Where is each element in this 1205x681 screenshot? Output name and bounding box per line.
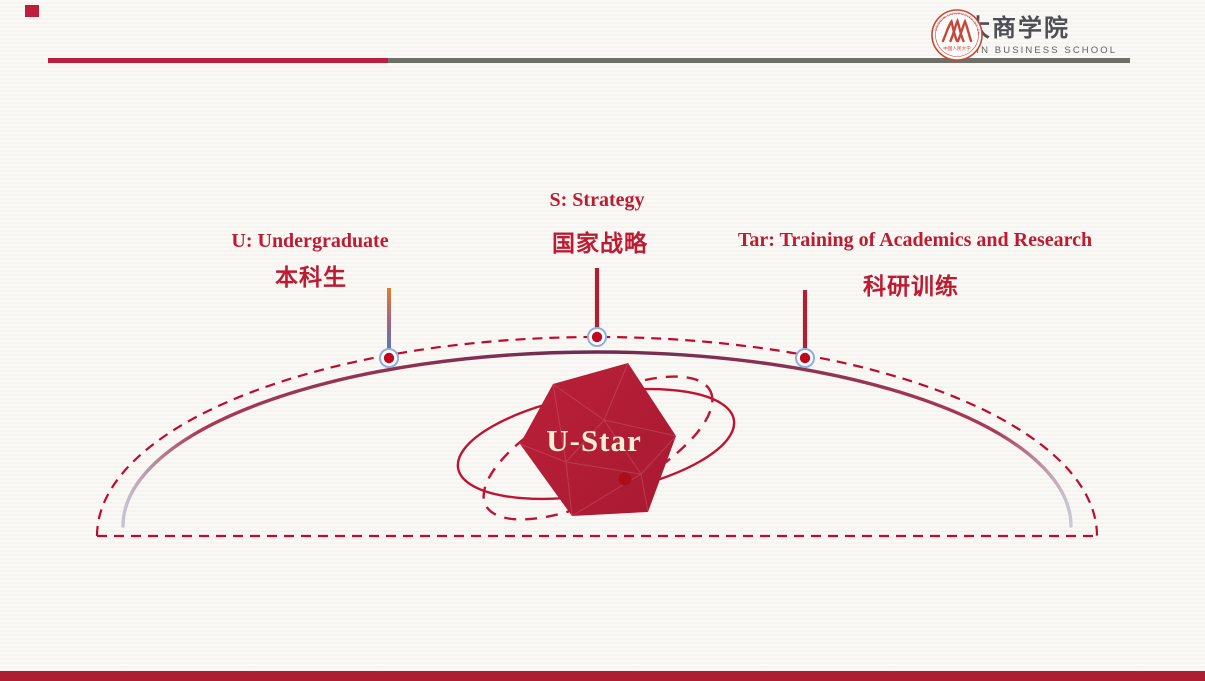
- label-strategy-zh: 国家战略: [552, 230, 648, 256]
- label-strategy-en: S: Strategy: [549, 189, 645, 211]
- label-tar-zh: 科研训练: [863, 273, 959, 299]
- accent-square: [25, 5, 39, 17]
- callout-marker-strategy: [587, 327, 607, 347]
- logo-name-en: RENMIN BUSINESS SCHOOL: [940, 45, 1118, 56]
- bottom-bar: [0, 671, 1205, 681]
- electron-dot: [618, 472, 632, 486]
- seal-caption: 中国人民大学: [943, 45, 971, 52]
- divider-gray-segment: [388, 58, 1130, 63]
- label-undergraduate-en: U: Undergraduate: [231, 230, 389, 252]
- solid-arc: [121, 350, 1073, 528]
- divider-red-segment: [48, 58, 388, 63]
- label-undergraduate-zh: 本科生: [275, 264, 347, 290]
- callout-marker-tar: [795, 348, 815, 368]
- label-tar-en: Tar: Training of Academics and Research: [737, 229, 1093, 251]
- u-star-title: U-Star: [546, 423, 642, 458]
- polyhedron-body: [520, 363, 676, 516]
- school-logo: RENMIN UNIVERSITY OF CHINA 中国人民大学 人大商学院 …: [930, 8, 1180, 64]
- callout-marker-undergraduate: [379, 348, 399, 368]
- university-seal-icon: RENMIN UNIVERSITY OF CHINA 中国人民大学: [930, 8, 983, 61]
